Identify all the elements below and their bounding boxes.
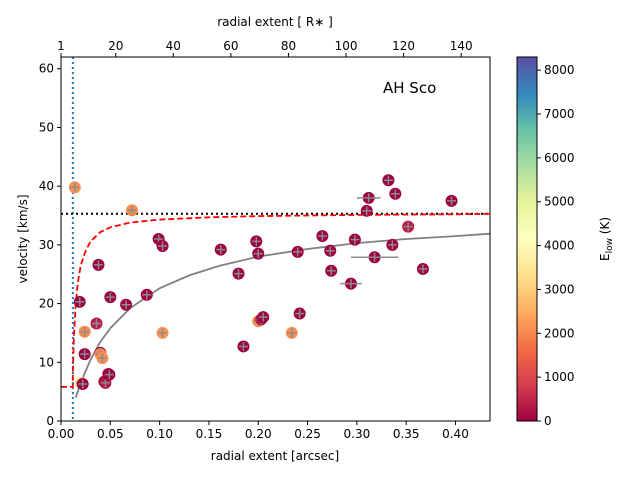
- y-tick-label: 50: [39, 120, 54, 134]
- data-point: [316, 230, 329, 243]
- data-point: [78, 325, 91, 338]
- colorbar-tick-label: 3000: [544, 282, 575, 296]
- data-point: [237, 340, 250, 353]
- colorbar: [516, 56, 538, 422]
- data-point: [348, 233, 361, 246]
- data-point: [140, 288, 153, 301]
- colorbar-tick-label: 5000: [544, 195, 575, 209]
- data-point: [291, 245, 304, 258]
- data-point: [96, 352, 109, 365]
- x-tick-label: 0.20: [245, 427, 272, 441]
- top-tick-label: 60: [223, 39, 238, 53]
- colorbar-tick-label: 0: [544, 414, 552, 428]
- colorbar-tick-label: 1000: [544, 370, 575, 384]
- x-tick-label: 0.00: [48, 427, 75, 441]
- data-point: [340, 277, 362, 290]
- x-tick-label: 0.30: [344, 427, 371, 441]
- x-tick-label: 0.25: [294, 427, 321, 441]
- series-line-1: [74, 232, 490, 398]
- data-point: [389, 187, 402, 200]
- y-axis-ticks: 0 10 20 30 40 50 60: [39, 62, 61, 428]
- data-point: [250, 235, 263, 248]
- y-tick-label: 30: [39, 238, 54, 252]
- data-point: [257, 311, 270, 324]
- y-tick-label: 20: [39, 297, 54, 311]
- data-point: [324, 244, 337, 257]
- y-tick-label: 60: [39, 62, 54, 76]
- x-axis-ticks: 0.00 0.05 0.10 0.15 0.20 0.25 0.30 0.35 0.40: [48, 421, 469, 441]
- colorbar-tick-label: 2000: [544, 326, 575, 340]
- data-point: [402, 220, 415, 233]
- x-tick-label: 0.40: [442, 427, 469, 441]
- data-point: [416, 262, 429, 275]
- data-point: [382, 174, 395, 187]
- data-point: [214, 243, 227, 256]
- data-point: [92, 258, 105, 271]
- top-axis-label: radial extent [ R∗ ]: [217, 15, 333, 29]
- data-point: [356, 191, 381, 204]
- colorbar-label-sub: low: [605, 238, 615, 253]
- data-point: [104, 291, 117, 304]
- data-point: [386, 238, 399, 251]
- colorbar-ticks: 0 1000 2000 3000 4000 5000 6000 7000 8000: [537, 63, 575, 428]
- data-point: [156, 240, 169, 253]
- top-axis-ticks: 1 20 40 60 80 100 120 140: [57, 39, 473, 57]
- data-point: [68, 181, 81, 194]
- x-tick-label: 0.35: [393, 427, 420, 441]
- x-tick-label: 0.05: [97, 427, 124, 441]
- top-tick-label: 100: [335, 39, 358, 53]
- data-point: [350, 251, 399, 264]
- top-tick-label: 140: [450, 39, 473, 53]
- data-point: [90, 317, 103, 330]
- series-layer: [61, 57, 490, 421]
- data-point: [232, 267, 245, 280]
- top-tick-label: 40: [166, 39, 181, 53]
- colorbar-label-main: E: [598, 253, 612, 261]
- data-point: [126, 204, 139, 217]
- data-point: [76, 378, 89, 391]
- x-tick-label: 0.15: [196, 427, 223, 441]
- top-tick-label: 1: [57, 39, 65, 53]
- colorbar-tick-label: 6000: [544, 151, 575, 165]
- x-tick-label: 0.10: [146, 427, 173, 441]
- colorbar-tick-label: 8000: [544, 63, 575, 77]
- y-tick-label: 0: [46, 414, 54, 428]
- top-tick-label: 80: [281, 39, 296, 53]
- data-point: [293, 307, 306, 320]
- chart-annotation: AH Sco: [383, 79, 436, 97]
- data-point: [445, 194, 458, 207]
- top-tick-label: 120: [392, 39, 415, 53]
- x-axis-label: radial extent [arcsec]: [211, 449, 339, 463]
- colorbar-tick-label: 7000: [544, 107, 575, 121]
- colorbar-label-suffix: (K): [598, 217, 612, 238]
- data-point: [360, 204, 373, 217]
- data-point: [103, 368, 116, 381]
- top-tick-label: 20: [108, 39, 123, 53]
- data-point: [73, 295, 86, 308]
- y-axis-label: velocity [km/s]: [16, 194, 30, 283]
- plot-frame: [60, 56, 491, 422]
- data-point: [156, 326, 169, 339]
- data-point: [285, 326, 298, 339]
- points-layer: [68, 174, 458, 391]
- colorbar-tick-label: 4000: [544, 239, 575, 253]
- data-point: [120, 298, 133, 311]
- data-point: [78, 348, 91, 361]
- y-tick-label: 10: [39, 355, 54, 369]
- data-point: [252, 247, 265, 260]
- series-line-0: [61, 212, 490, 388]
- y-tick-label: 40: [39, 179, 54, 193]
- data-point: [325, 264, 338, 277]
- colorbar-label: Elow (K): [598, 217, 615, 261]
